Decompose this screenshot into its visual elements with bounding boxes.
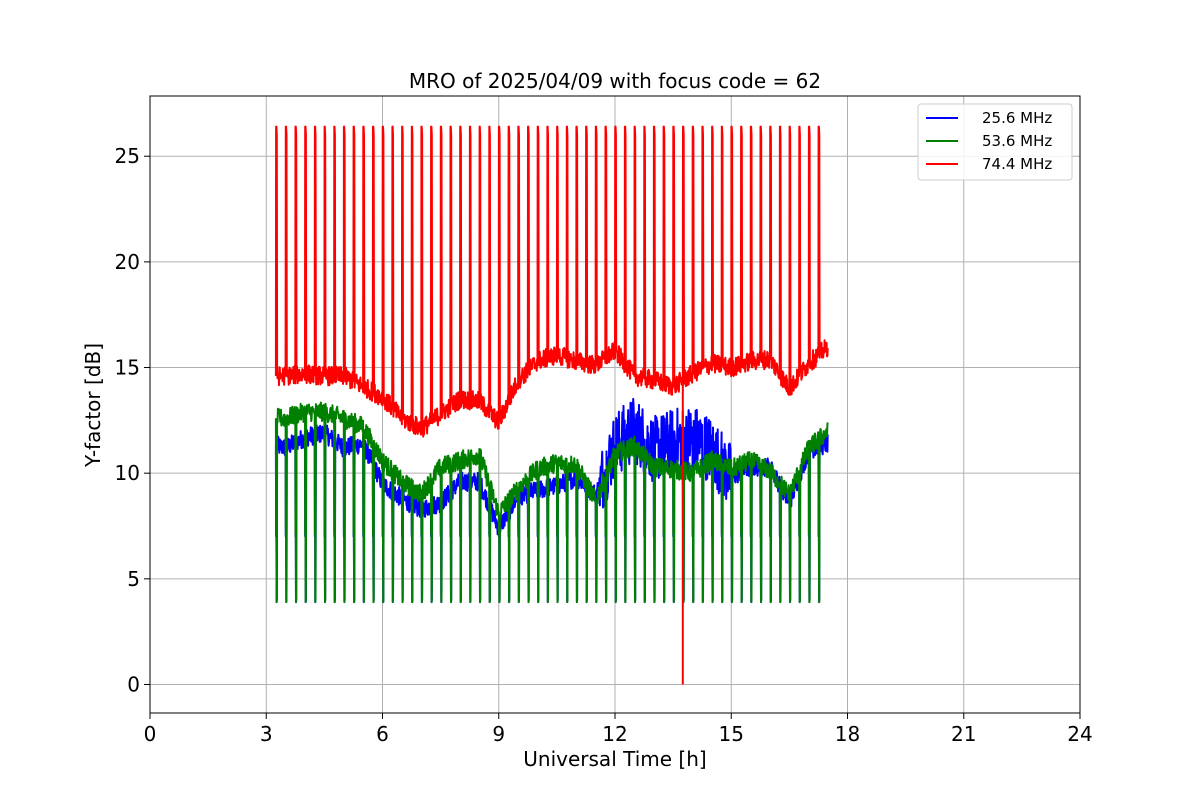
y-tick-label: 25 <box>115 144 140 168</box>
x-tick-label: 24 <box>1067 722 1092 746</box>
x-tick-label: 0 <box>144 722 157 746</box>
plot-layer <box>274 125 829 685</box>
y-tick-label: 10 <box>115 461 140 485</box>
series-line-2 <box>274 401 829 604</box>
y-tick-label: 0 <box>127 672 140 696</box>
y-tick-label: 15 <box>115 356 140 380</box>
x-tick-label: 15 <box>719 722 744 746</box>
y-tick-label: 20 <box>115 250 140 274</box>
x-tick-label: 9 <box>492 722 505 746</box>
x-tick-label: 18 <box>835 722 860 746</box>
chart-title: MRO of 2025/04/09 with focus code = 62 <box>409 69 821 93</box>
x-tick-label: 12 <box>602 722 627 746</box>
legend-box <box>917 103 1073 181</box>
y-axis-title: Y-factor [dB] <box>81 343 105 468</box>
y-tick-label: 5 <box>127 567 140 591</box>
legend: 25.6 MHz 53.6 MHz 74.4 MHz <box>917 103 1073 181</box>
x-tick-label: 6 <box>376 722 389 746</box>
x-axis-title: Universal Time [h] <box>523 747 706 771</box>
x-tick-label: 3 <box>260 722 273 746</box>
series-line-3 <box>274 125 829 438</box>
x-tick-label: 21 <box>951 722 976 746</box>
legend-label: 53.6 MHz <box>982 132 1052 150</box>
ticks-layer: 0 3 6 9 12 15 18 21 24 0 5 10 15 20 25 <box>115 144 1093 746</box>
legend-label: 25.6 MHz <box>982 109 1052 127</box>
legend-label: 74.4 MHz <box>982 155 1052 173</box>
